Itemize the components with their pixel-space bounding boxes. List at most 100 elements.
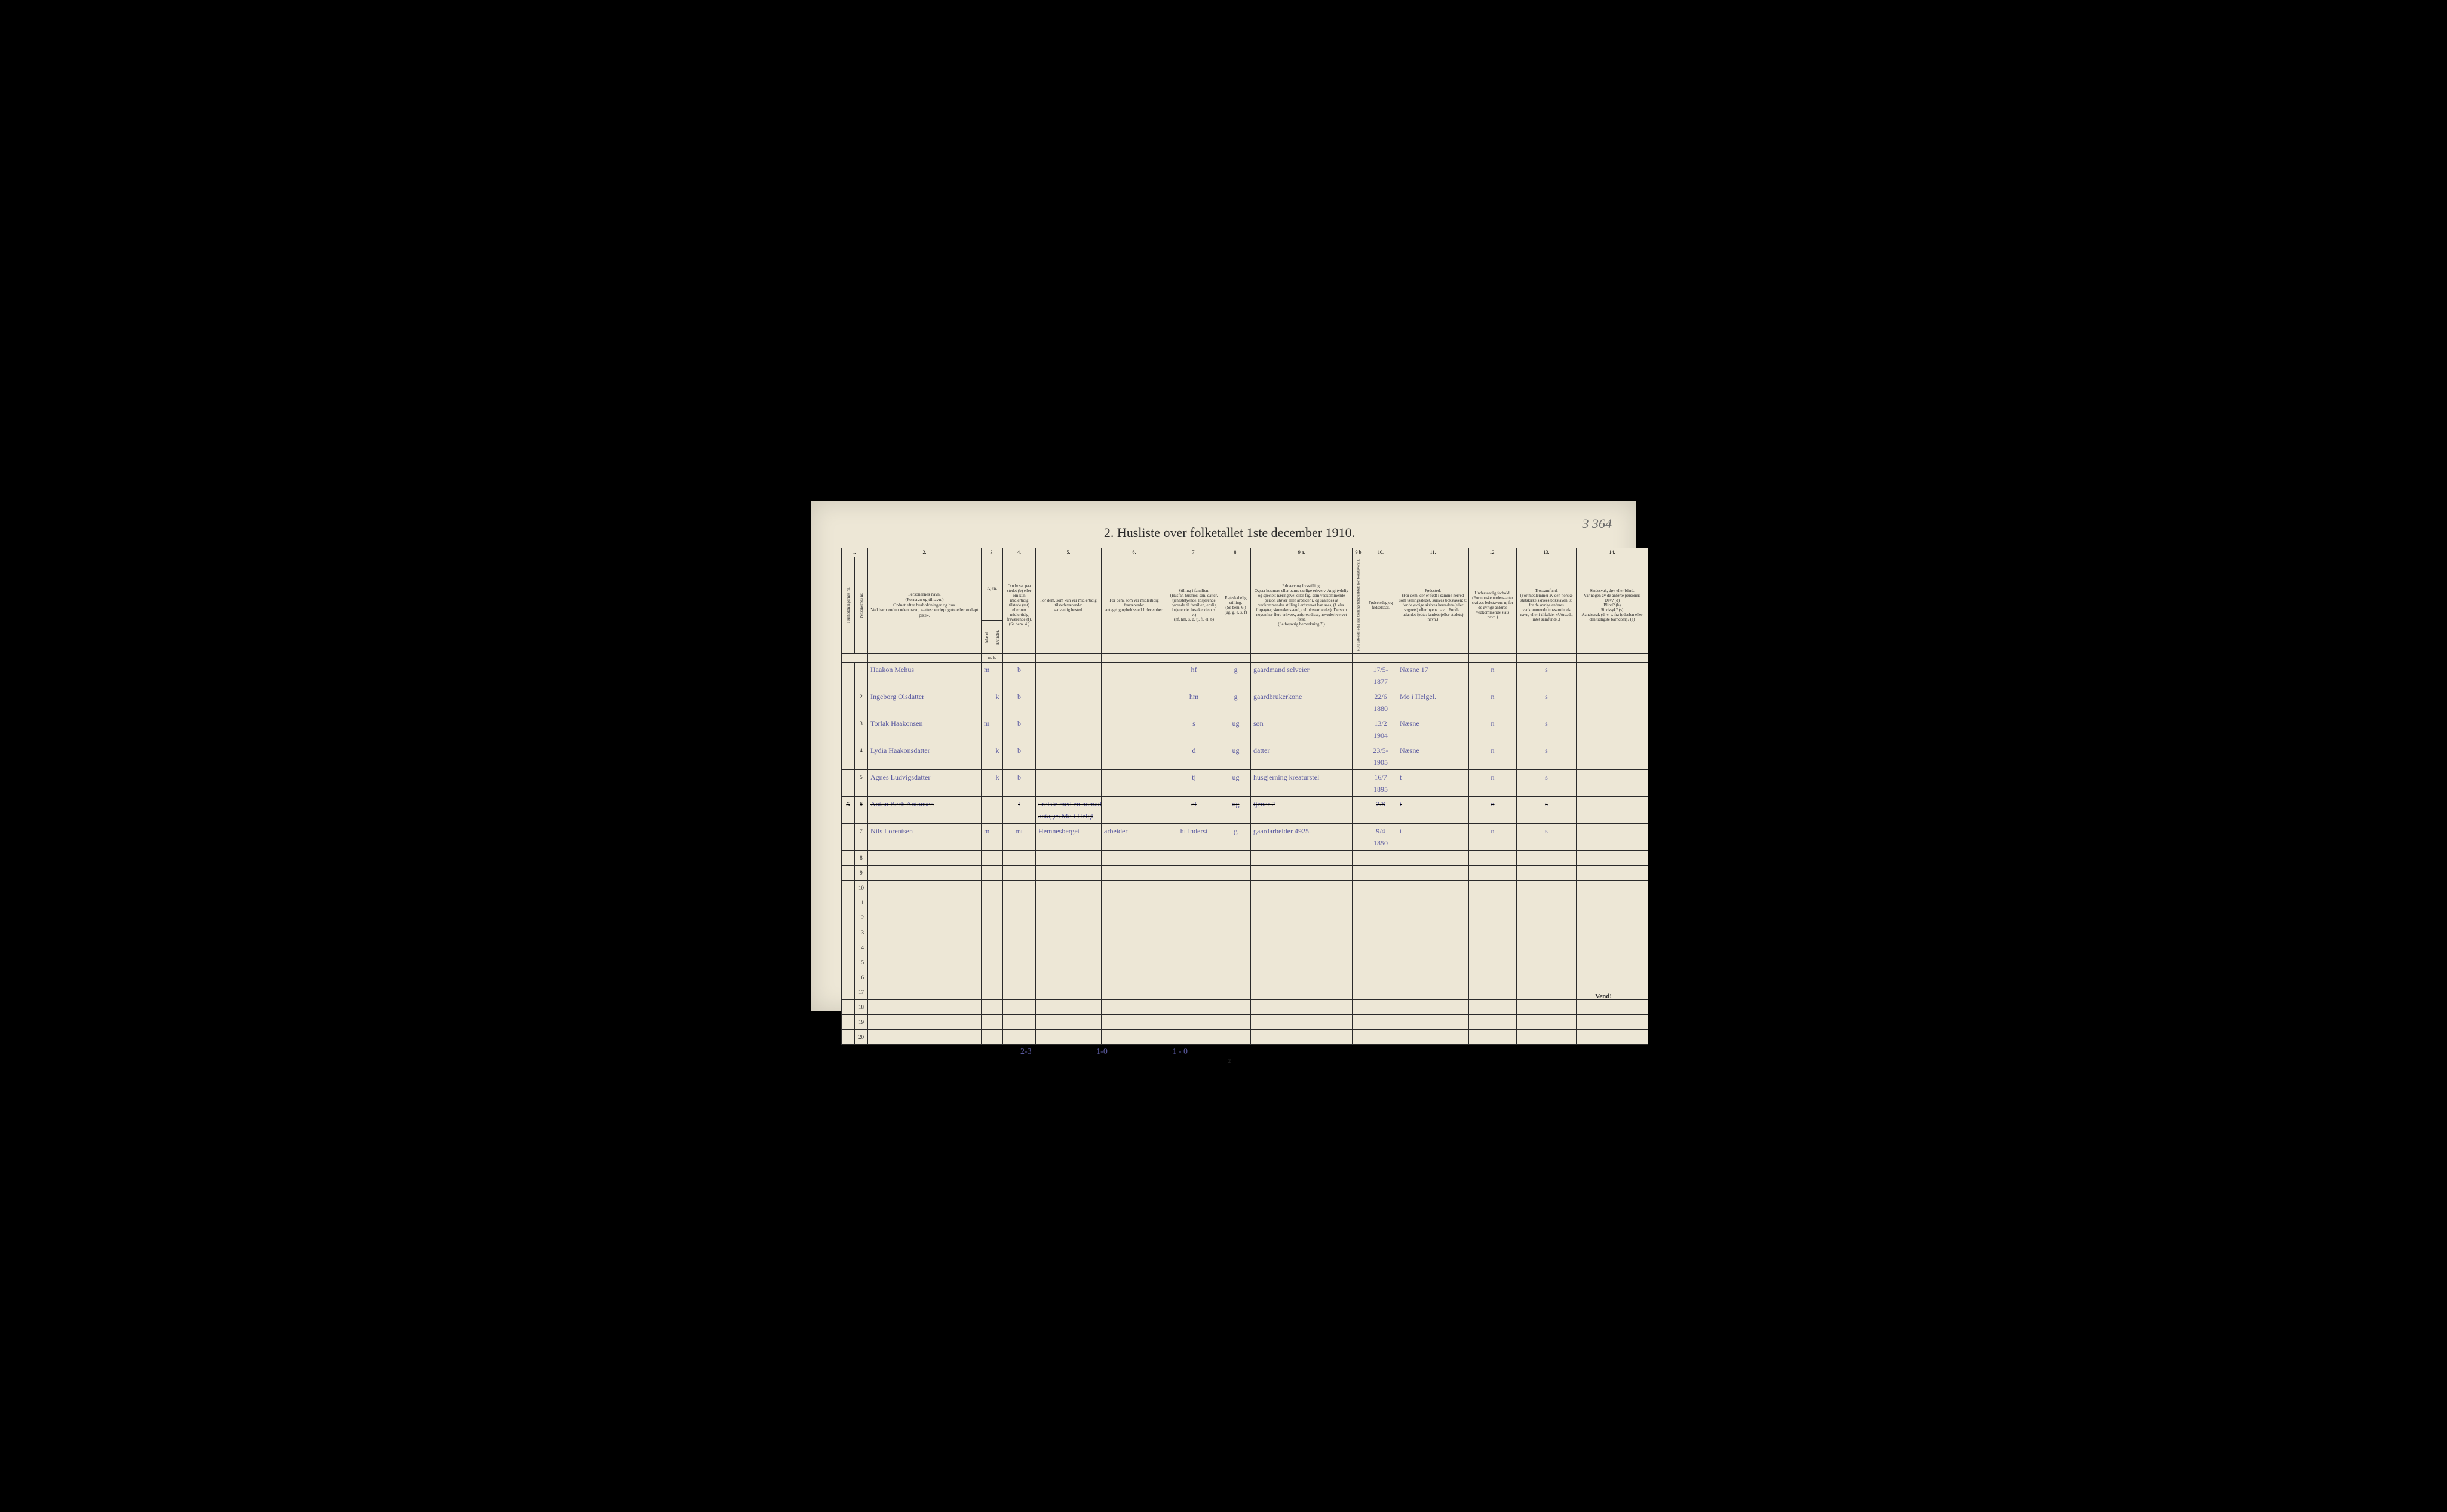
colnum-10: 10. xyxy=(1364,548,1397,557)
cell xyxy=(1251,970,1353,985)
cell xyxy=(1364,866,1397,881)
census-table: 1. 2. 3. 4. 5. 6. 7. 8. 9 a. 9 b 10. 11.… xyxy=(841,548,1648,1045)
cell xyxy=(1577,895,1648,910)
cell: m xyxy=(982,716,992,743)
colnum-14: 14. xyxy=(1577,548,1648,557)
cell: 1 xyxy=(842,663,855,689)
cell xyxy=(1102,940,1167,955)
cell xyxy=(1102,866,1167,881)
cell xyxy=(1353,895,1364,910)
cell xyxy=(992,955,1003,970)
tally-a: 2-3 xyxy=(1020,1047,1032,1057)
hdr-family-pos: Stilling i familien.(Husfar, husmor, søn… xyxy=(1167,557,1221,654)
cell xyxy=(1221,910,1251,925)
cell xyxy=(982,1030,992,1045)
cell: g xyxy=(1221,663,1251,689)
cell xyxy=(1517,940,1577,955)
cell xyxy=(982,955,992,970)
cell: ug xyxy=(1221,716,1251,743)
cell xyxy=(1517,866,1577,881)
cell xyxy=(842,866,855,881)
cell xyxy=(1102,851,1167,866)
cell: f xyxy=(1003,797,1036,824)
cell xyxy=(1036,663,1102,689)
cell xyxy=(1221,970,1251,985)
bottom-tally: 2-3 1-0 1 - 0 xyxy=(841,1045,1618,1057)
cell xyxy=(1221,1030,1251,1045)
cell xyxy=(1221,881,1251,895)
cell xyxy=(1221,985,1251,1000)
cell xyxy=(1167,970,1221,985)
cell xyxy=(1221,866,1251,881)
cell xyxy=(982,851,992,866)
cell xyxy=(1353,866,1364,881)
cell xyxy=(1577,770,1648,797)
cell xyxy=(868,925,982,940)
cell xyxy=(1036,925,1102,940)
cell: 2/8 xyxy=(1364,797,1397,824)
cell: 10 xyxy=(855,881,868,895)
cell xyxy=(1102,797,1167,824)
table-row: 7Nils LorentsenmmtHemnesbergetarbeiderhf… xyxy=(842,824,1648,851)
cell xyxy=(868,851,982,866)
header-row: Husholdningernes nr. Personernes nr. Per… xyxy=(842,557,1648,621)
cell xyxy=(1353,1015,1364,1030)
cell xyxy=(1364,1015,1397,1030)
cell: husgjerning kreaturstel xyxy=(1251,770,1353,797)
cell: t xyxy=(1397,797,1469,824)
cell xyxy=(1036,743,1102,770)
cell: Lydia Haakonsdatter xyxy=(868,743,982,770)
hdr-occupation: Erhverv og livsstilling.Ogsaa husmors el… xyxy=(1251,557,1353,654)
cell xyxy=(1469,895,1517,910)
table-row: 19 xyxy=(842,1015,1648,1030)
cell: n xyxy=(1469,770,1517,797)
cell xyxy=(1364,985,1397,1000)
cell xyxy=(842,1030,855,1045)
cell xyxy=(1003,881,1036,895)
cell xyxy=(1167,1015,1221,1030)
cell xyxy=(868,1015,982,1030)
cell xyxy=(1397,1030,1469,1045)
cell xyxy=(1577,824,1648,851)
hdr-disability: Sindssvak, døv eller blind.Var nogen av … xyxy=(1577,557,1648,654)
cell xyxy=(1003,866,1036,881)
cell xyxy=(1469,985,1517,1000)
cell xyxy=(1221,925,1251,940)
cell xyxy=(1517,910,1577,925)
cell: Anton Bech Antonsen xyxy=(868,797,982,824)
cell xyxy=(1517,881,1577,895)
cell xyxy=(1364,910,1397,925)
cell: k xyxy=(992,743,1003,770)
cell: g xyxy=(1221,689,1251,716)
cell xyxy=(1517,970,1577,985)
cell xyxy=(1397,970,1469,985)
cell xyxy=(992,851,1003,866)
cell: 1 xyxy=(855,663,868,689)
cell: Haakon Mehus xyxy=(868,663,982,689)
cell xyxy=(868,910,982,925)
cell: hm xyxy=(1167,689,1221,716)
cell: b xyxy=(1003,716,1036,743)
tally-b: 1-0 xyxy=(1096,1047,1108,1057)
cell xyxy=(982,866,992,881)
cell xyxy=(1517,1015,1577,1030)
cell xyxy=(842,970,855,985)
cell: 14 xyxy=(855,940,868,955)
cell xyxy=(1036,1000,1102,1015)
cell xyxy=(1102,955,1167,970)
colnum-12: 12. xyxy=(1469,548,1517,557)
colnum-4: 4. xyxy=(1003,548,1036,557)
cell: 18 xyxy=(855,1000,868,1015)
cell xyxy=(1397,881,1469,895)
cell xyxy=(1517,1000,1577,1015)
cell xyxy=(1102,881,1167,895)
cell xyxy=(1469,970,1517,985)
cell xyxy=(868,881,982,895)
cell: tjener 2 xyxy=(1251,797,1353,824)
cell xyxy=(1251,955,1353,970)
cell xyxy=(1167,1000,1221,1015)
turn-over: Vend! xyxy=(1595,993,1612,1000)
cell xyxy=(1221,851,1251,866)
cell xyxy=(992,716,1003,743)
cell xyxy=(992,663,1003,689)
